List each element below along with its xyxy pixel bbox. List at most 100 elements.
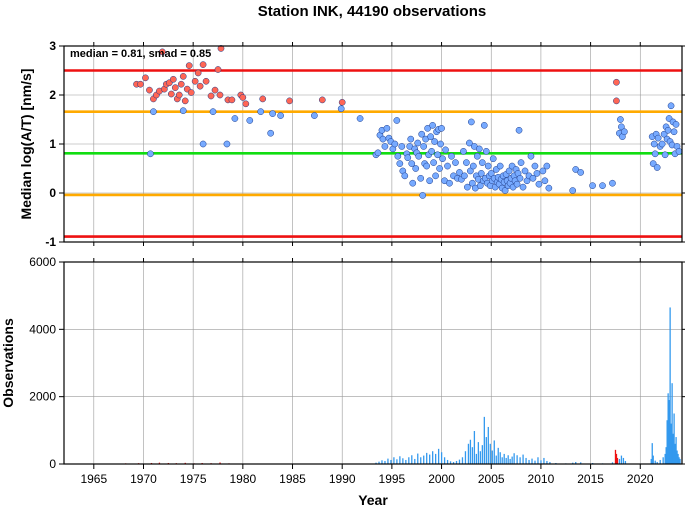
x-tick-label: 1995 bbox=[379, 472, 406, 486]
histogram-bar bbox=[503, 453, 505, 464]
histogram-bar bbox=[580, 462, 582, 464]
data-point bbox=[463, 159, 470, 166]
data-point bbox=[475, 145, 483, 153]
data-point bbox=[649, 160, 657, 167]
data-point bbox=[214, 66, 222, 73]
histogram-bar bbox=[667, 393, 669, 464]
data-point bbox=[239, 94, 247, 101]
histogram-bar bbox=[473, 431, 476, 464]
data-point bbox=[442, 146, 449, 154]
histogram-bar bbox=[501, 457, 503, 464]
data-point bbox=[187, 89, 195, 96]
histogram-ticks: 0 2000 4000 6000 1965 1970 1975 1980 1985 1990 199… bbox=[29, 255, 685, 486]
data-point bbox=[477, 170, 485, 177]
scatter-y-ticks: -1 0 1 2 3 bbox=[45, 39, 685, 249]
data-point bbox=[431, 138, 438, 145]
histogram-bar bbox=[414, 458, 416, 464]
data-point bbox=[621, 128, 628, 136]
y-tick-label: 2 bbox=[49, 88, 56, 102]
data-point bbox=[505, 167, 513, 175]
histogram-bar bbox=[546, 460, 548, 464]
histogram-bar bbox=[678, 457, 680, 464]
data-point bbox=[181, 97, 189, 105]
data-point bbox=[394, 152, 402, 160]
data-point bbox=[338, 99, 346, 106]
histogram-bar bbox=[614, 449, 617, 464]
data-point bbox=[432, 172, 439, 180]
histogram-bar bbox=[671, 383, 673, 464]
data-point bbox=[379, 135, 387, 143]
histogram-bar bbox=[487, 426, 489, 464]
data-point bbox=[179, 73, 187, 80]
data-point bbox=[318, 96, 326, 104]
data-point bbox=[211, 86, 219, 94]
data-point bbox=[470, 162, 477, 170]
data-point bbox=[199, 140, 207, 148]
stats-annotation: median = 0.81, smad = 0.85 bbox=[70, 48, 211, 60]
y-tick-label: 1 bbox=[49, 137, 56, 151]
histogram-bar bbox=[666, 420, 668, 464]
data-point bbox=[533, 170, 541, 177]
data-point bbox=[618, 123, 625, 131]
histogram-bar bbox=[534, 460, 536, 464]
data-point bbox=[654, 134, 662, 142]
histogram-bar bbox=[479, 451, 482, 464]
data-point bbox=[396, 160, 404, 167]
data-point bbox=[437, 140, 444, 148]
data-point bbox=[461, 172, 468, 180]
histogram-bar bbox=[549, 461, 551, 464]
data-point bbox=[452, 159, 459, 166]
data-point bbox=[527, 152, 535, 160]
histogram-bar bbox=[452, 461, 455, 464]
histogram-plot-frame bbox=[63, 261, 683, 465]
data-point bbox=[543, 162, 551, 170]
histogram-bars bbox=[125, 307, 681, 465]
data-point bbox=[257, 108, 265, 116]
chart-title: Station INK, 44190 observations bbox=[258, 3, 486, 20]
histogram-bar bbox=[675, 437, 677, 464]
data-point bbox=[476, 182, 484, 189]
histogram-bar bbox=[659, 459, 661, 464]
data-point bbox=[391, 140, 399, 148]
x-tick-label: 1985 bbox=[279, 472, 306, 486]
data-point bbox=[228, 96, 236, 104]
data-point bbox=[535, 180, 543, 188]
data-point bbox=[137, 80, 144, 88]
data-point bbox=[545, 184, 553, 192]
histogram-bar bbox=[455, 460, 458, 464]
histogram-bar bbox=[656, 461, 658, 464]
data-point bbox=[613, 78, 620, 86]
y-tick-label: 0 bbox=[49, 186, 56, 200]
data-point bbox=[199, 61, 207, 68]
x-tick-label: 2020 bbox=[627, 472, 654, 486]
histogram-bar bbox=[543, 457, 545, 464]
data-point bbox=[517, 159, 525, 166]
histogram-bar bbox=[525, 457, 527, 464]
histogram-bar bbox=[432, 451, 434, 464]
histogram-bar bbox=[499, 452, 501, 464]
histogram-bar bbox=[411, 455, 413, 464]
histogram-bar bbox=[665, 447, 667, 464]
histogram-bar bbox=[618, 458, 621, 464]
histogram-bar bbox=[669, 307, 671, 464]
data-point bbox=[664, 126, 672, 134]
data-point bbox=[407, 135, 415, 143]
data-point bbox=[429, 122, 436, 129]
data-point bbox=[242, 100, 250, 108]
histogram-bar bbox=[507, 455, 509, 464]
data-point bbox=[167, 90, 175, 98]
histogram-bar bbox=[537, 457, 539, 464]
histogram-bar bbox=[461, 457, 464, 464]
data-point bbox=[667, 102, 675, 110]
histogram-bar bbox=[616, 457, 619, 464]
x-tick-label: 2010 bbox=[528, 472, 555, 486]
histogram-bar bbox=[615, 453, 618, 464]
data-point bbox=[177, 80, 185, 88]
histogram-bar bbox=[531, 458, 533, 464]
histogram-bar bbox=[446, 459, 449, 464]
histogram-bar bbox=[511, 456, 513, 464]
x-tick-label: 1975 bbox=[180, 472, 207, 486]
data-point bbox=[185, 62, 193, 69]
data-point bbox=[572, 166, 580, 173]
histogram-bar bbox=[620, 455, 623, 464]
